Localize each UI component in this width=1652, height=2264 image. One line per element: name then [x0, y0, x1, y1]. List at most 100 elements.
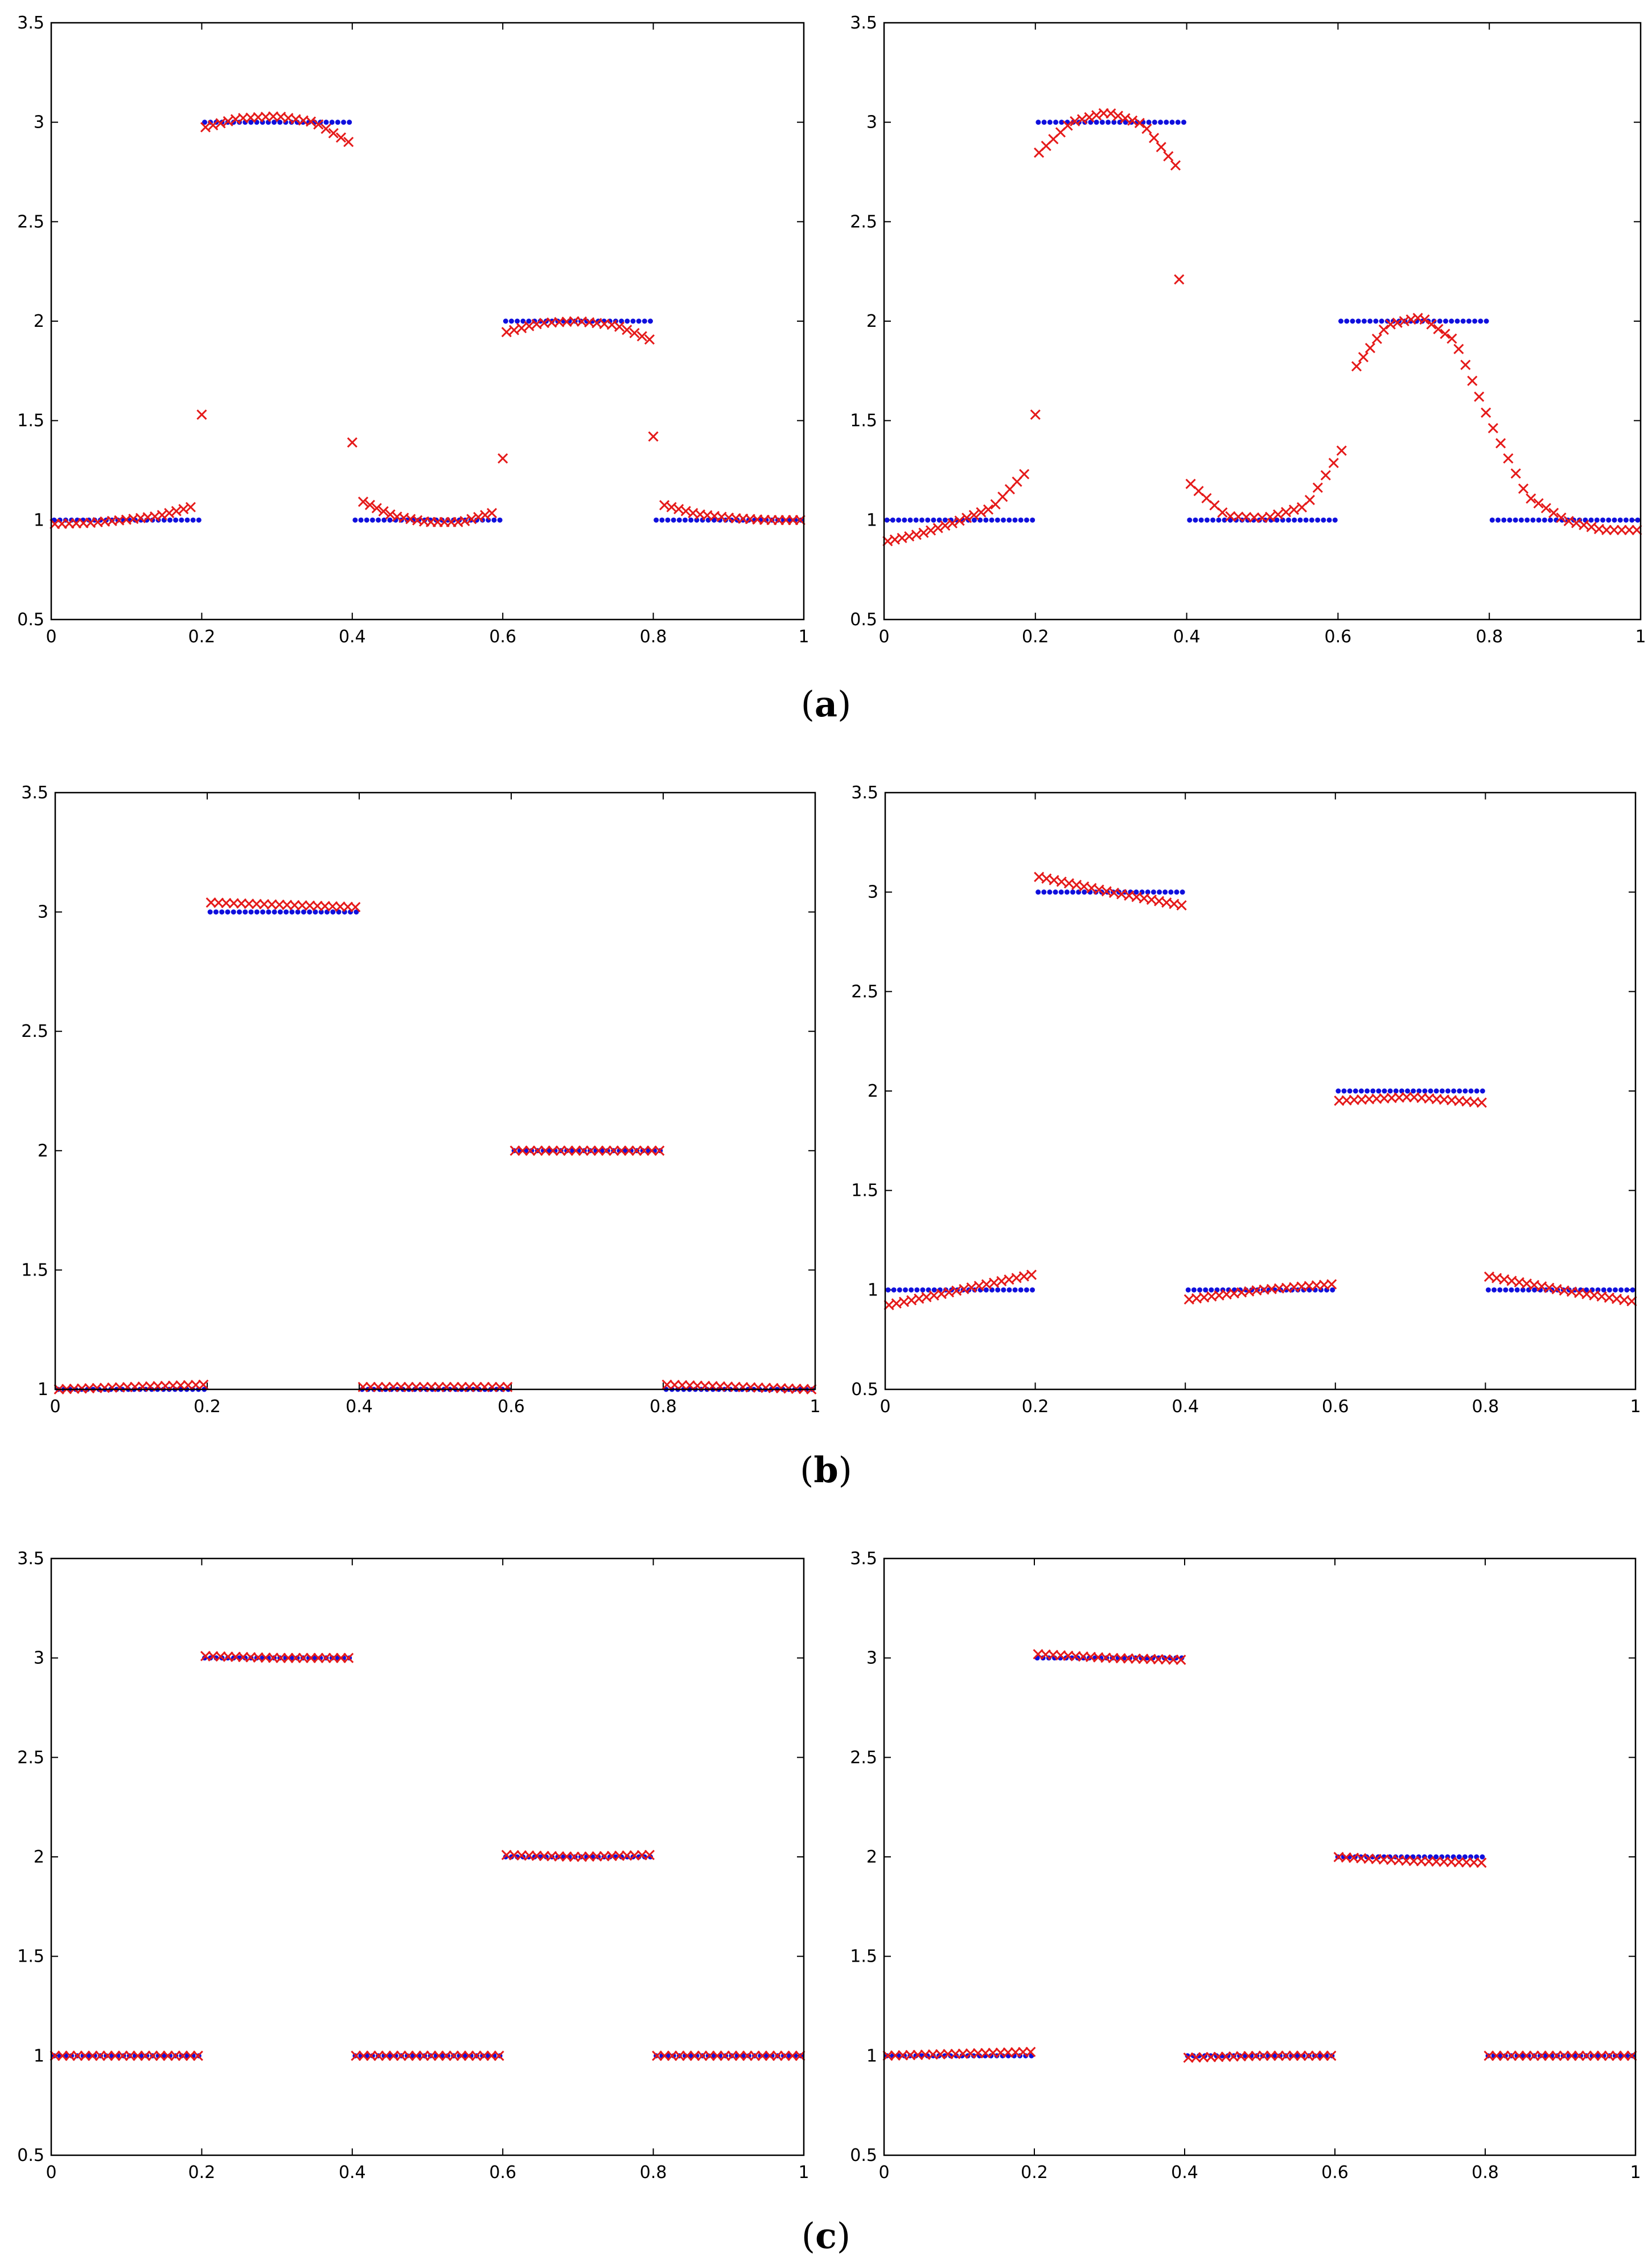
- panel-a-right-exact-point: [1309, 517, 1314, 523]
- panel-a-right-exact-point: [1548, 517, 1554, 523]
- panel-a-right-approx-point: [1170, 160, 1181, 171]
- panel-c-left-approx-point: [501, 1849, 512, 1860]
- panel-c-right-approx-point: [1604, 2050, 1614, 2061]
- panel-b-right-exact-point: [1053, 889, 1058, 895]
- panel-a-right-approx-point: [1358, 352, 1369, 363]
- panel-a-right: 0 0.2 0.4 0.6 0.8 1 0.5 1 1.5 2 2.5 3 3.5: [850, 13, 1646, 647]
- panel-a-right-exact-point: [1612, 517, 1617, 523]
- panel-b-left-exact-point: [301, 909, 306, 915]
- panel-c-right-approx-point: [1566, 2050, 1577, 2061]
- panel-c-right-approx-point: [1010, 2047, 1021, 2058]
- panel-a-left-exact-point: [387, 517, 393, 523]
- panel-b-right-exact-point: [1341, 1088, 1347, 1094]
- panel-a-right-exact-point: [907, 517, 913, 523]
- panel-a-right-exact-point: [890, 517, 895, 523]
- panel-b-right-exact-point: [1416, 1088, 1422, 1094]
- panel-a-right-approx-point: [918, 527, 929, 538]
- panel-c-right-approx-point: [1326, 2050, 1337, 2061]
- panel-c-right-approx-point: [988, 2048, 998, 2058]
- panel-a-right-approx-point: [983, 504, 994, 515]
- panel-b-left-series-exact: [55, 909, 815, 1392]
- panel-a-left-exact-point: [376, 517, 381, 523]
- panel-b-right-xtick-label: 0.2: [1022, 1397, 1049, 1417]
- panel-b-left-approx-point: [175, 1380, 186, 1391]
- panel-c-left-approx-point: [765, 2050, 775, 2061]
- panel-b-left-approx-point: [297, 900, 307, 911]
- panel-c-right-approx-point: [1303, 2050, 1314, 2061]
- panel-c-right-approx-point: [1498, 2050, 1510, 2061]
- panel-a-left-approx-point: [466, 514, 477, 524]
- panel-a-right-approx-point: [1320, 470, 1331, 481]
- panel-c-left-approx-point: [373, 2050, 384, 2061]
- panel-b-left-xtick-label: 0.4: [346, 1397, 373, 1417]
- panel-b-right-ytick-label: 0.5: [851, 1380, 878, 1400]
- panel-a-right-approx-point: [1474, 391, 1485, 402]
- panel-b-left-approx-point: [319, 901, 330, 912]
- panel-a-left-ytick-label: 1.5: [17, 411, 44, 431]
- panel-b-right-exact-point: [1197, 1287, 1203, 1293]
- panel-c-left-approx-point: [569, 1851, 580, 1862]
- panel-b-right-exact-point: [1335, 1088, 1341, 1094]
- panel-b-left-approx-point: [570, 1145, 581, 1156]
- panel-c-left-approx-point: [290, 1652, 301, 1663]
- panel-a-right-approx-point: [1296, 502, 1308, 513]
- panel-a-left-exact-point: [196, 517, 202, 523]
- panel-c-left-approx-point: [494, 2050, 504, 2061]
- panel-b-left-approx-point: [236, 898, 247, 909]
- panel-b-left-approx-point: [221, 897, 232, 908]
- panel-c-right-approx-point: [1265, 2050, 1276, 2061]
- panel-b-right-exact-point: [1347, 1088, 1353, 1094]
- panel-b-left-exact-point: [213, 909, 219, 915]
- panel-a-left-exact-point: [676, 517, 682, 523]
- panel-c-right-approx-point: [1581, 2050, 1592, 2061]
- panel-b-left-approx-point: [107, 1382, 118, 1393]
- panel-c-right-approx-point: [1544, 2050, 1555, 2061]
- panel-a-left-approx-point: [320, 124, 331, 134]
- panel-label-c: (c): [802, 2215, 850, 2257]
- panel-b-left-approx-point: [661, 1379, 672, 1390]
- panel-a-right-approx-point: [1163, 151, 1174, 162]
- panel-b-right-ytick-label: 2: [868, 1081, 878, 1101]
- panel-b-left-exact-point: [231, 909, 236, 915]
- panel-b-right-exact-point: [1370, 1088, 1376, 1094]
- panel-b-right-approx-point: [1326, 1279, 1337, 1290]
- panel-a-right-exact-point: [1623, 517, 1629, 523]
- panel-c-left-xtick-label: 1: [798, 2163, 809, 2183]
- panel-c-left-series-approx: [50, 1651, 806, 2061]
- panel-b-right-series-approx: [883, 872, 1637, 1310]
- panel-c-right-approx-point: [927, 2049, 938, 2060]
- panel-c-left-approx-point: [742, 2050, 753, 2061]
- panel-b-left-ytick-label: 3.5: [21, 783, 48, 803]
- panel-c-left-approx-point: [644, 1849, 655, 1860]
- panel-b-left-approx-point: [99, 1383, 110, 1393]
- panel-b-right-exact-point: [1180, 889, 1185, 895]
- panel-a-left-exact-point: [636, 318, 642, 324]
- panel-c-left-approx-point: [734, 2050, 745, 2061]
- panel-b-right-exact-point: [1457, 1088, 1462, 1094]
- panel-a-right-exact-point: [896, 517, 902, 523]
- panel-a-right-approx-point: [1249, 512, 1260, 523]
- panel-a-left-exact-point: [352, 517, 358, 523]
- panel-a-right-approx-point: [1106, 108, 1116, 119]
- panel-b-right-exact-point: [1301, 1287, 1306, 1293]
- panel-a-right-exact-point: [1193, 517, 1198, 523]
- panel-a-right-axes-frame: [883, 22, 1642, 621]
- panel-a-right-exact-point: [1204, 517, 1210, 523]
- panel-c-left-approx-point: [238, 1652, 249, 1663]
- panel-c-right-approx-point: [1160, 1654, 1172, 1665]
- panel-c-right-xtick-label: 0.2: [1021, 2163, 1048, 2183]
- panel-a-left-exact-point: [508, 318, 514, 324]
- panel-a-right-approx-point: [1265, 511, 1276, 522]
- panel-c-left-approx-point: [546, 1851, 557, 1861]
- panel-c-left-approx-point: [704, 2050, 715, 2061]
- panel-c-left-approx-point: [449, 2050, 459, 2061]
- panel-a-left-ytick-label: 2.5: [17, 212, 44, 232]
- panel-b-right-exact-point: [1433, 1088, 1439, 1094]
- panel-c-right-ytick-label: 1: [866, 2046, 877, 2066]
- panel-b-left-exact-point: [283, 909, 289, 915]
- panel-a-left-exact-point: [497, 517, 503, 523]
- panel-b-left-ytick-label: 3: [38, 903, 48, 922]
- panel-a-right-exact-point: [931, 517, 936, 523]
- panel-c-left-approx-point: [712, 2050, 723, 2061]
- panel-b-right-exact-point: [1174, 889, 1180, 895]
